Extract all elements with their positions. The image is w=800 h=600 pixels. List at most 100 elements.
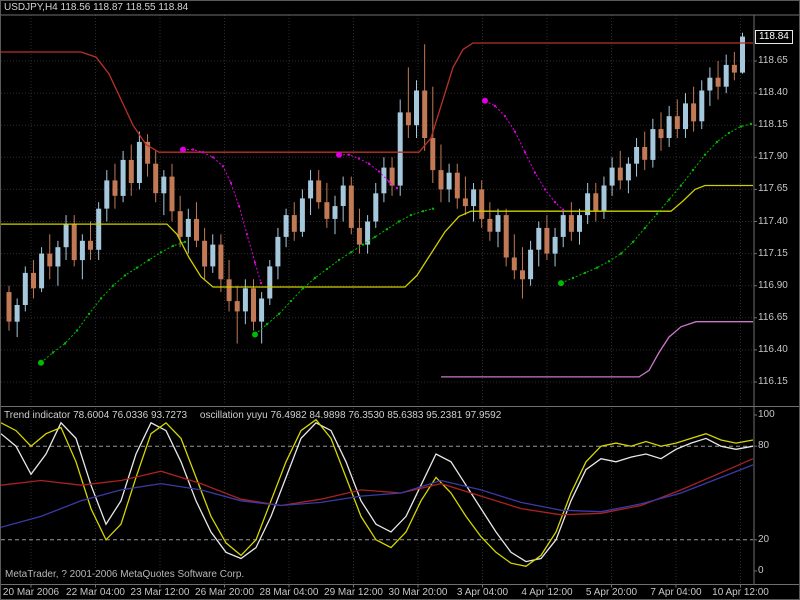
- candle-body: [593, 193, 599, 212]
- candle-body: [316, 180, 322, 203]
- candle-body: [267, 266, 273, 299]
- trail-dot: [667, 198, 671, 201]
- trail-dot: [679, 184, 683, 187]
- candle-body: [161, 176, 167, 194]
- trail-dot: [703, 153, 707, 156]
- trail-dot: [513, 130, 517, 133]
- candle-body: [740, 36, 745, 73]
- trail-dot: [361, 243, 365, 246]
- trail-dot: [171, 244, 175, 248]
- candle-body: [308, 180, 314, 199]
- candle-body: [22, 272, 28, 305]
- trail-dot: [595, 266, 599, 269]
- price-tick-label: 117.15: [758, 247, 788, 259]
- trail-dot: [229, 181, 233, 185]
- trail-dot: [51, 351, 55, 354]
- trail-signal-dot: [336, 151, 342, 158]
- price-tick-label: 117.40: [758, 215, 788, 227]
- trail-dot: [191, 148, 195, 151]
- candle-body: [177, 211, 183, 237]
- candle-body: [479, 189, 485, 219]
- candle-body: [625, 163, 631, 181]
- trail-dot: [135, 266, 139, 269]
- candle-body: [210, 244, 216, 267]
- trail-dot: [739, 125, 743, 128]
- candle-body: [471, 189, 477, 207]
- time-axis-label: 10 Apr 12:00: [712, 587, 769, 598]
- candle-body: [723, 64, 729, 87]
- grid-layer: [1, 15, 753, 585]
- price-tick-label: 117.90: [758, 151, 788, 163]
- trail-dot: [211, 156, 215, 159]
- trail-dot: [493, 104, 497, 108]
- trail-dot: [409, 213, 413, 217]
- trail-dot: [385, 228, 389, 231]
- candle-body: [63, 224, 69, 248]
- trail-signal-dot: [558, 280, 564, 287]
- candle-body: [71, 224, 77, 261]
- time-axis-label: 3 Apr 04:00: [456, 587, 509, 598]
- trail-dot: [397, 220, 401, 223]
- candle-body: [520, 270, 525, 280]
- candle-body: [528, 249, 534, 280]
- candle-body: [153, 163, 159, 194]
- candle-body: [397, 112, 403, 186]
- candle-body: [47, 253, 53, 267]
- candle-body: [454, 172, 460, 199]
- oscillator-tick-label: 20: [758, 533, 770, 545]
- oscillator-layer: [1, 418, 754, 567]
- oscillator-tick-label: 0: [758, 565, 764, 576]
- candle-body: [283, 215, 289, 237]
- trail-dot: [655, 212, 659, 215]
- candle-body: [495, 215, 501, 232]
- candle-body: [609, 167, 615, 186]
- candle-body: [6, 292, 12, 322]
- candle-body: [145, 141, 151, 164]
- trail-dot: [325, 267, 329, 271]
- trend-indicator-values: Trend indicator 78.6004 76.0336 93.7273: [4, 410, 188, 421]
- candle-body: [275, 236, 281, 267]
- candle-body: [634, 147, 640, 164]
- trail-signal-dot: [180, 146, 186, 153]
- trail-dot: [245, 233, 249, 236]
- candle-body: [259, 298, 265, 322]
- candle-body: [31, 272, 36, 289]
- candle-body: [381, 167, 387, 194]
- trail-dot: [607, 260, 611, 263]
- separators-layer: [1, 14, 799, 588]
- trail-dot: [313, 276, 317, 280]
- trail-dot: [87, 312, 91, 316]
- price-tick-label: 116.40: [758, 343, 788, 355]
- candle-body: [324, 202, 330, 219]
- trail-dot: [75, 329, 79, 332]
- chart-title-bar: USDJPY,H4 118.56 118.87 118.55 118.84: [1, 1, 799, 15]
- candle-body: [405, 112, 411, 126]
- candle-body: [332, 206, 338, 219]
- candle-body: [348, 185, 354, 228]
- price-tick-label: 118.40: [758, 87, 788, 99]
- trail-dot: [553, 201, 557, 204]
- trail-dot: [377, 170, 381, 173]
- trail-dot: [691, 168, 695, 172]
- candle-body: [674, 116, 680, 129]
- trail-dot: [123, 274, 127, 277]
- candle-body: [356, 227, 362, 245]
- trail-dot: [237, 204, 241, 208]
- trails-layer: [38, 97, 753, 366]
- candle-body: [585, 193, 591, 216]
- candle-body: [691, 103, 697, 122]
- candle-body: [202, 240, 208, 267]
- trail-dot: [347, 153, 351, 156]
- candle-body: [642, 147, 648, 160]
- candle-body: [617, 167, 623, 181]
- oscillation-indicator-values: oscillation yuyu 76.4982 84.9898 76.3530…: [199, 410, 502, 421]
- candle-body: [226, 279, 232, 302]
- trail-dot: [543, 188, 547, 191]
- candle-body: [14, 305, 20, 322]
- trail-dot: [259, 281, 263, 285]
- trail-signal-dot: [252, 331, 258, 338]
- candle-body: [552, 236, 558, 254]
- trail-dot: [727, 131, 731, 135]
